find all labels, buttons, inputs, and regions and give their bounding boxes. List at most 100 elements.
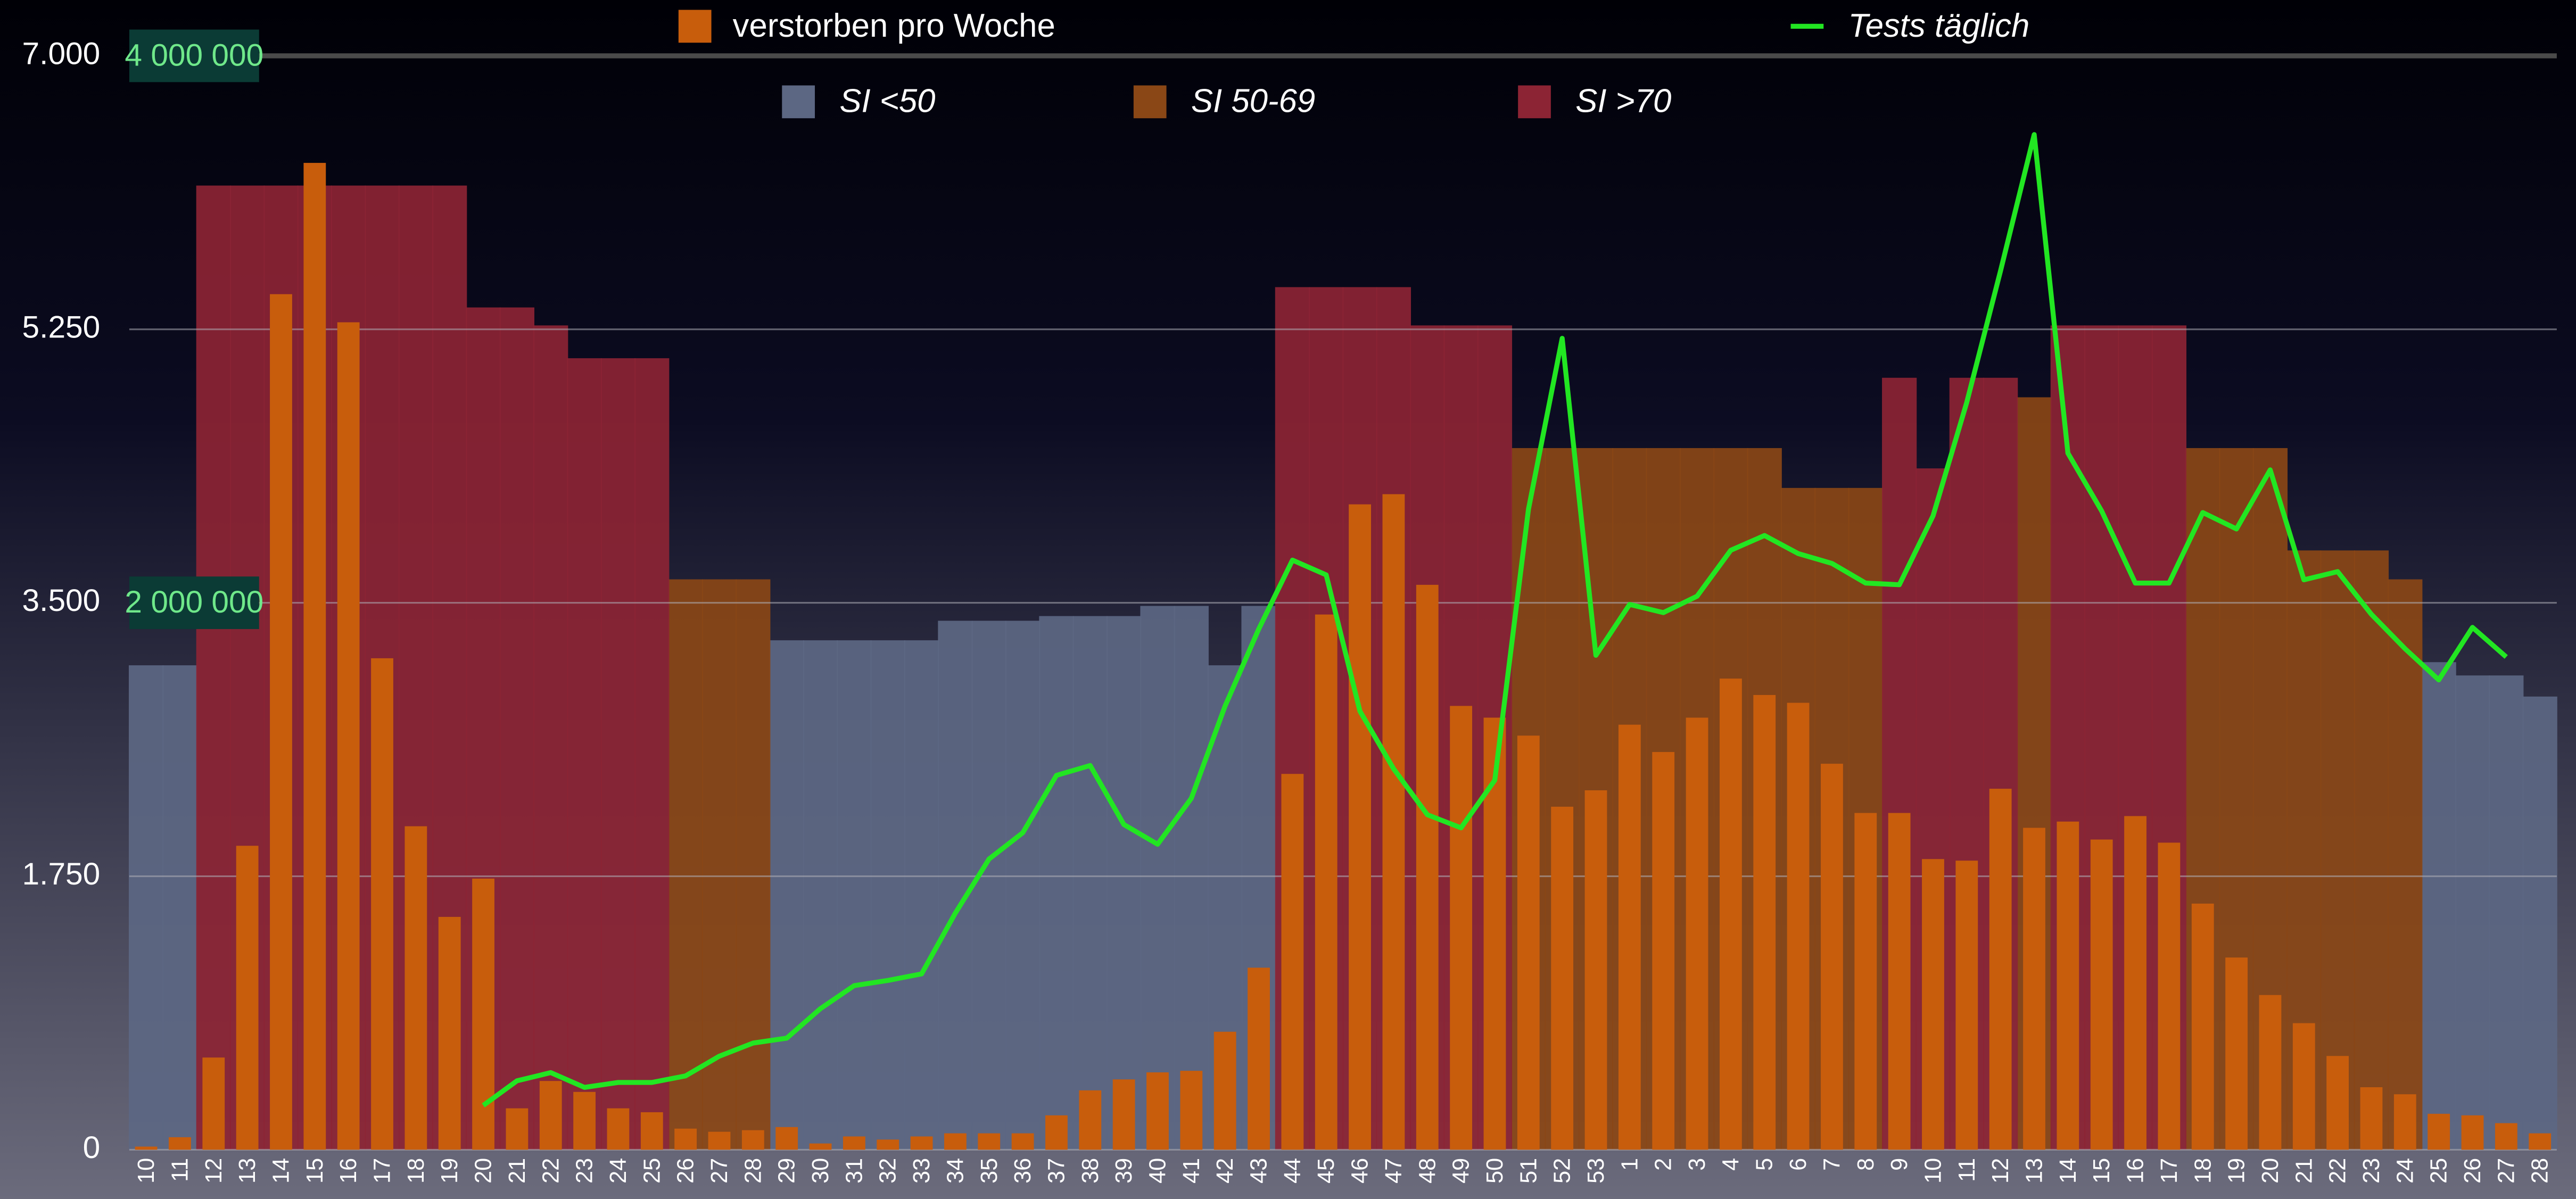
bar [1079,1090,1102,1150]
x-tick-label: 27 [2494,1158,2519,1184]
bar [877,1139,899,1150]
si-area [533,325,568,1150]
si-area [2388,579,2423,1150]
x-tick-label: 18 [2190,1158,2216,1184]
legend-swatch [1133,85,1167,119]
x-tick-label: 11 [1954,1158,1980,1182]
y-tick-label: 0 [83,1130,101,1165]
x-tick-label: 36 [1010,1158,1036,1184]
x-tick-label: 8 [1853,1158,1879,1171]
bar [1450,706,1473,1150]
bar [1349,504,1371,1150]
bar [2259,995,2282,1150]
x-tick-label: 9 [1887,1158,1912,1171]
x-tick-label: 5 [1752,1158,1778,1171]
si-area [2455,675,2490,1150]
bar [2124,816,2146,1150]
bar [775,1127,798,1150]
bar [1922,859,1944,1150]
si-area [2320,550,2355,1150]
x-tick-label: 46 [1348,1158,1373,1184]
bar [2326,1056,2349,1150]
x-tick-label: 6 [1786,1158,1811,1171]
x-tick-label: 2 [1651,1158,1677,1171]
si-area [196,185,231,1150]
y-tick-label: 5.250 [22,310,101,344]
x-tick-label: 20 [2258,1158,2283,1184]
x-tick-label: 16 [336,1158,361,1184]
bar [1719,679,1742,1150]
si-area [2354,550,2389,1150]
x-tick-label: 7 [1819,1158,1845,1171]
x-tick-label: 10 [1920,1158,1946,1184]
bar [1517,735,1540,1150]
x-tick-label: 26 [673,1158,699,1184]
bar [2158,842,2181,1150]
bar [337,322,360,1150]
x-tick-label: 41 [1179,1158,1204,1184]
x-tick-label: 53 [1583,1158,1609,1184]
si-area [1039,616,1074,1150]
x-tick-label: 19 [2224,1158,2250,1184]
y2-tick-box [129,576,259,630]
x-tick-label: 32 [876,1158,901,1184]
x-tick-label: 38 [1078,1158,1103,1184]
x-tick-label: 49 [1449,1158,1474,1184]
x-tick-label: 37 [1044,1158,1069,1184]
bar [1045,1115,1068,1150]
si-area [129,665,164,1150]
si-area [870,640,905,1150]
bar [573,1091,596,1150]
bar [1854,813,1877,1150]
x-tick-label: 44 [1280,1158,1306,1184]
y2-tick-box [129,29,259,82]
y2-tick-label: 2 000 000 [125,585,263,619]
y-tick-label: 7.000 [22,36,101,71]
x-tick-label: 51 [1516,1158,1541,1184]
si-area [837,640,872,1150]
y-tick-label: 1.750 [22,857,101,891]
x-tick-label: 42 [1212,1158,1238,1184]
si-area [736,579,771,1150]
bar [236,846,259,1150]
si-area [668,579,703,1150]
si-area [769,640,804,1150]
bar [270,294,292,1150]
bar [1248,968,1270,1150]
x-tick-label: 10 [134,1158,159,1184]
legend-swatch [1518,85,1551,119]
bar [2360,1087,2383,1150]
bar [1787,702,1810,1150]
x-tick-label: 19 [437,1158,463,1184]
x-tick-label: 13 [2022,1158,2047,1184]
bar [2225,957,2248,1150]
legend-label: Tests täglich [1848,7,2030,44]
si-area [567,358,602,1150]
tests-line [482,132,2508,1107]
bar [1146,1072,1169,1150]
x-tick-label: 12 [201,1158,227,1184]
bar [404,826,427,1150]
bar [472,878,494,1150]
bar [2428,1113,2450,1150]
bar [202,1057,225,1150]
x-tick-label: 27 [707,1158,732,1184]
bar [1955,861,1978,1150]
x-tick-label: 4 [1718,1158,1744,1171]
x-tick-label: 50 [1482,1158,1508,1184]
x-tick-label: 25 [2426,1158,2452,1184]
x-tick-label: 14 [268,1158,294,1184]
y2-tick-label: 4 000 000 [125,38,263,73]
si-area [162,665,197,1150]
x-tick-label: 34 [943,1158,968,1184]
si-area [904,640,939,1150]
x-tick-label: 14 [2055,1158,2081,1184]
bar [2191,903,2214,1150]
x-tick-label: 29 [774,1158,800,1184]
bar [741,1130,764,1150]
si-area [971,621,1006,1150]
bar [1180,1071,1203,1150]
x-tick-label: 39 [1111,1158,1137,1184]
bar [1652,752,1675,1150]
